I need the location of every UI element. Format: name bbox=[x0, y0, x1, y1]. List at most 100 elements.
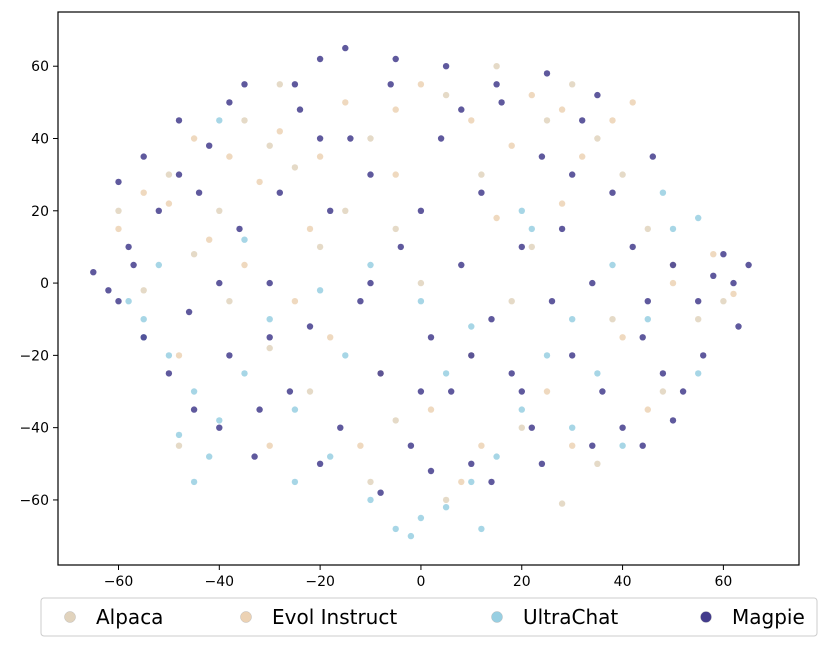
data-point bbox=[543, 352, 551, 359]
data-point bbox=[735, 323, 742, 330]
data-point bbox=[306, 225, 314, 233]
data-point bbox=[392, 225, 399, 233]
data-point bbox=[190, 478, 198, 486]
data-point bbox=[417, 207, 425, 214]
y-tick-label: 40 bbox=[31, 132, 49, 148]
legend-label: Magpie bbox=[732, 605, 805, 629]
data-point bbox=[528, 243, 535, 251]
data-point bbox=[508, 298, 515, 305]
data-point bbox=[190, 251, 198, 258]
x-tick-label: 60 bbox=[714, 574, 732, 590]
x-tick-label: −40 bbox=[205, 574, 235, 590]
data-point bbox=[478, 442, 485, 449]
data-point bbox=[316, 460, 324, 467]
data-point bbox=[337, 424, 344, 431]
data-point bbox=[720, 251, 727, 258]
data-point bbox=[644, 406, 651, 413]
data-point bbox=[427, 334, 435, 341]
data-point bbox=[115, 298, 122, 305]
data-point bbox=[276, 189, 283, 196]
data-point bbox=[468, 323, 475, 330]
data-point bbox=[216, 279, 223, 287]
data-point bbox=[528, 424, 535, 431]
legend-label: UltraChat bbox=[523, 605, 618, 629]
data-point bbox=[695, 370, 702, 377]
data-point bbox=[392, 171, 399, 178]
data-point bbox=[442, 496, 450, 504]
data-point bbox=[140, 189, 147, 196]
data-point bbox=[669, 417, 677, 424]
data-point bbox=[115, 207, 122, 214]
data-point bbox=[226, 99, 233, 106]
data-point bbox=[367, 496, 374, 504]
data-point bbox=[518, 388, 525, 395]
data-point bbox=[291, 164, 299, 171]
data-point bbox=[342, 99, 349, 106]
data-point bbox=[266, 142, 273, 149]
data-point bbox=[669, 261, 677, 269]
data-point bbox=[518, 243, 525, 251]
data-point bbox=[392, 525, 399, 533]
data-point bbox=[165, 352, 173, 359]
data-point bbox=[730, 290, 737, 298]
data-point bbox=[442, 370, 450, 377]
data-point bbox=[659, 388, 667, 395]
data-point bbox=[216, 424, 223, 431]
data-point bbox=[442, 62, 450, 70]
data-point bbox=[700, 352, 707, 359]
data-point bbox=[296, 106, 304, 113]
data-point bbox=[508, 370, 515, 377]
data-point bbox=[468, 352, 475, 359]
data-point bbox=[518, 406, 525, 413]
legend-box bbox=[40, 597, 818, 637]
data-point bbox=[342, 44, 349, 52]
data-point bbox=[649, 153, 656, 160]
series-magpie bbox=[90, 44, 752, 496]
data-point bbox=[125, 298, 132, 305]
data-point bbox=[367, 261, 374, 269]
data-point bbox=[609, 261, 616, 269]
data-point bbox=[619, 171, 626, 178]
data-point bbox=[569, 424, 576, 431]
data-point bbox=[347, 135, 354, 142]
data-point bbox=[528, 91, 535, 99]
data-point bbox=[710, 251, 717, 258]
data-point bbox=[251, 453, 258, 460]
data-point bbox=[266, 442, 273, 449]
data-point bbox=[558, 225, 566, 233]
data-point bbox=[458, 478, 465, 486]
data-point bbox=[392, 106, 399, 113]
data-point bbox=[241, 261, 248, 269]
data-point bbox=[669, 279, 677, 287]
data-point bbox=[206, 453, 213, 460]
data-point bbox=[543, 117, 551, 124]
data-point bbox=[226, 352, 233, 359]
data-point bbox=[417, 298, 425, 305]
data-point bbox=[367, 135, 374, 142]
points-layer bbox=[90, 44, 752, 540]
data-point bbox=[528, 225, 535, 233]
data-point bbox=[256, 178, 263, 186]
data-point bbox=[508, 142, 515, 149]
data-point bbox=[538, 153, 546, 160]
data-point bbox=[644, 316, 651, 323]
data-point bbox=[327, 334, 334, 341]
y-tick-label: −20 bbox=[19, 348, 49, 364]
data-point bbox=[407, 442, 415, 449]
legend-marker bbox=[240, 611, 252, 623]
data-point bbox=[175, 171, 183, 178]
data-point bbox=[175, 442, 183, 449]
series-ultrachat bbox=[125, 117, 702, 540]
data-point bbox=[392, 417, 399, 424]
data-point bbox=[745, 261, 752, 269]
data-point bbox=[639, 442, 646, 449]
data-point bbox=[206, 236, 213, 243]
data-point bbox=[730, 279, 737, 287]
data-point bbox=[619, 334, 626, 341]
data-point bbox=[241, 81, 248, 88]
data-point bbox=[569, 442, 576, 449]
legend-marker bbox=[700, 611, 712, 623]
data-point bbox=[458, 261, 465, 269]
data-point bbox=[468, 460, 475, 467]
data-point bbox=[594, 370, 601, 377]
